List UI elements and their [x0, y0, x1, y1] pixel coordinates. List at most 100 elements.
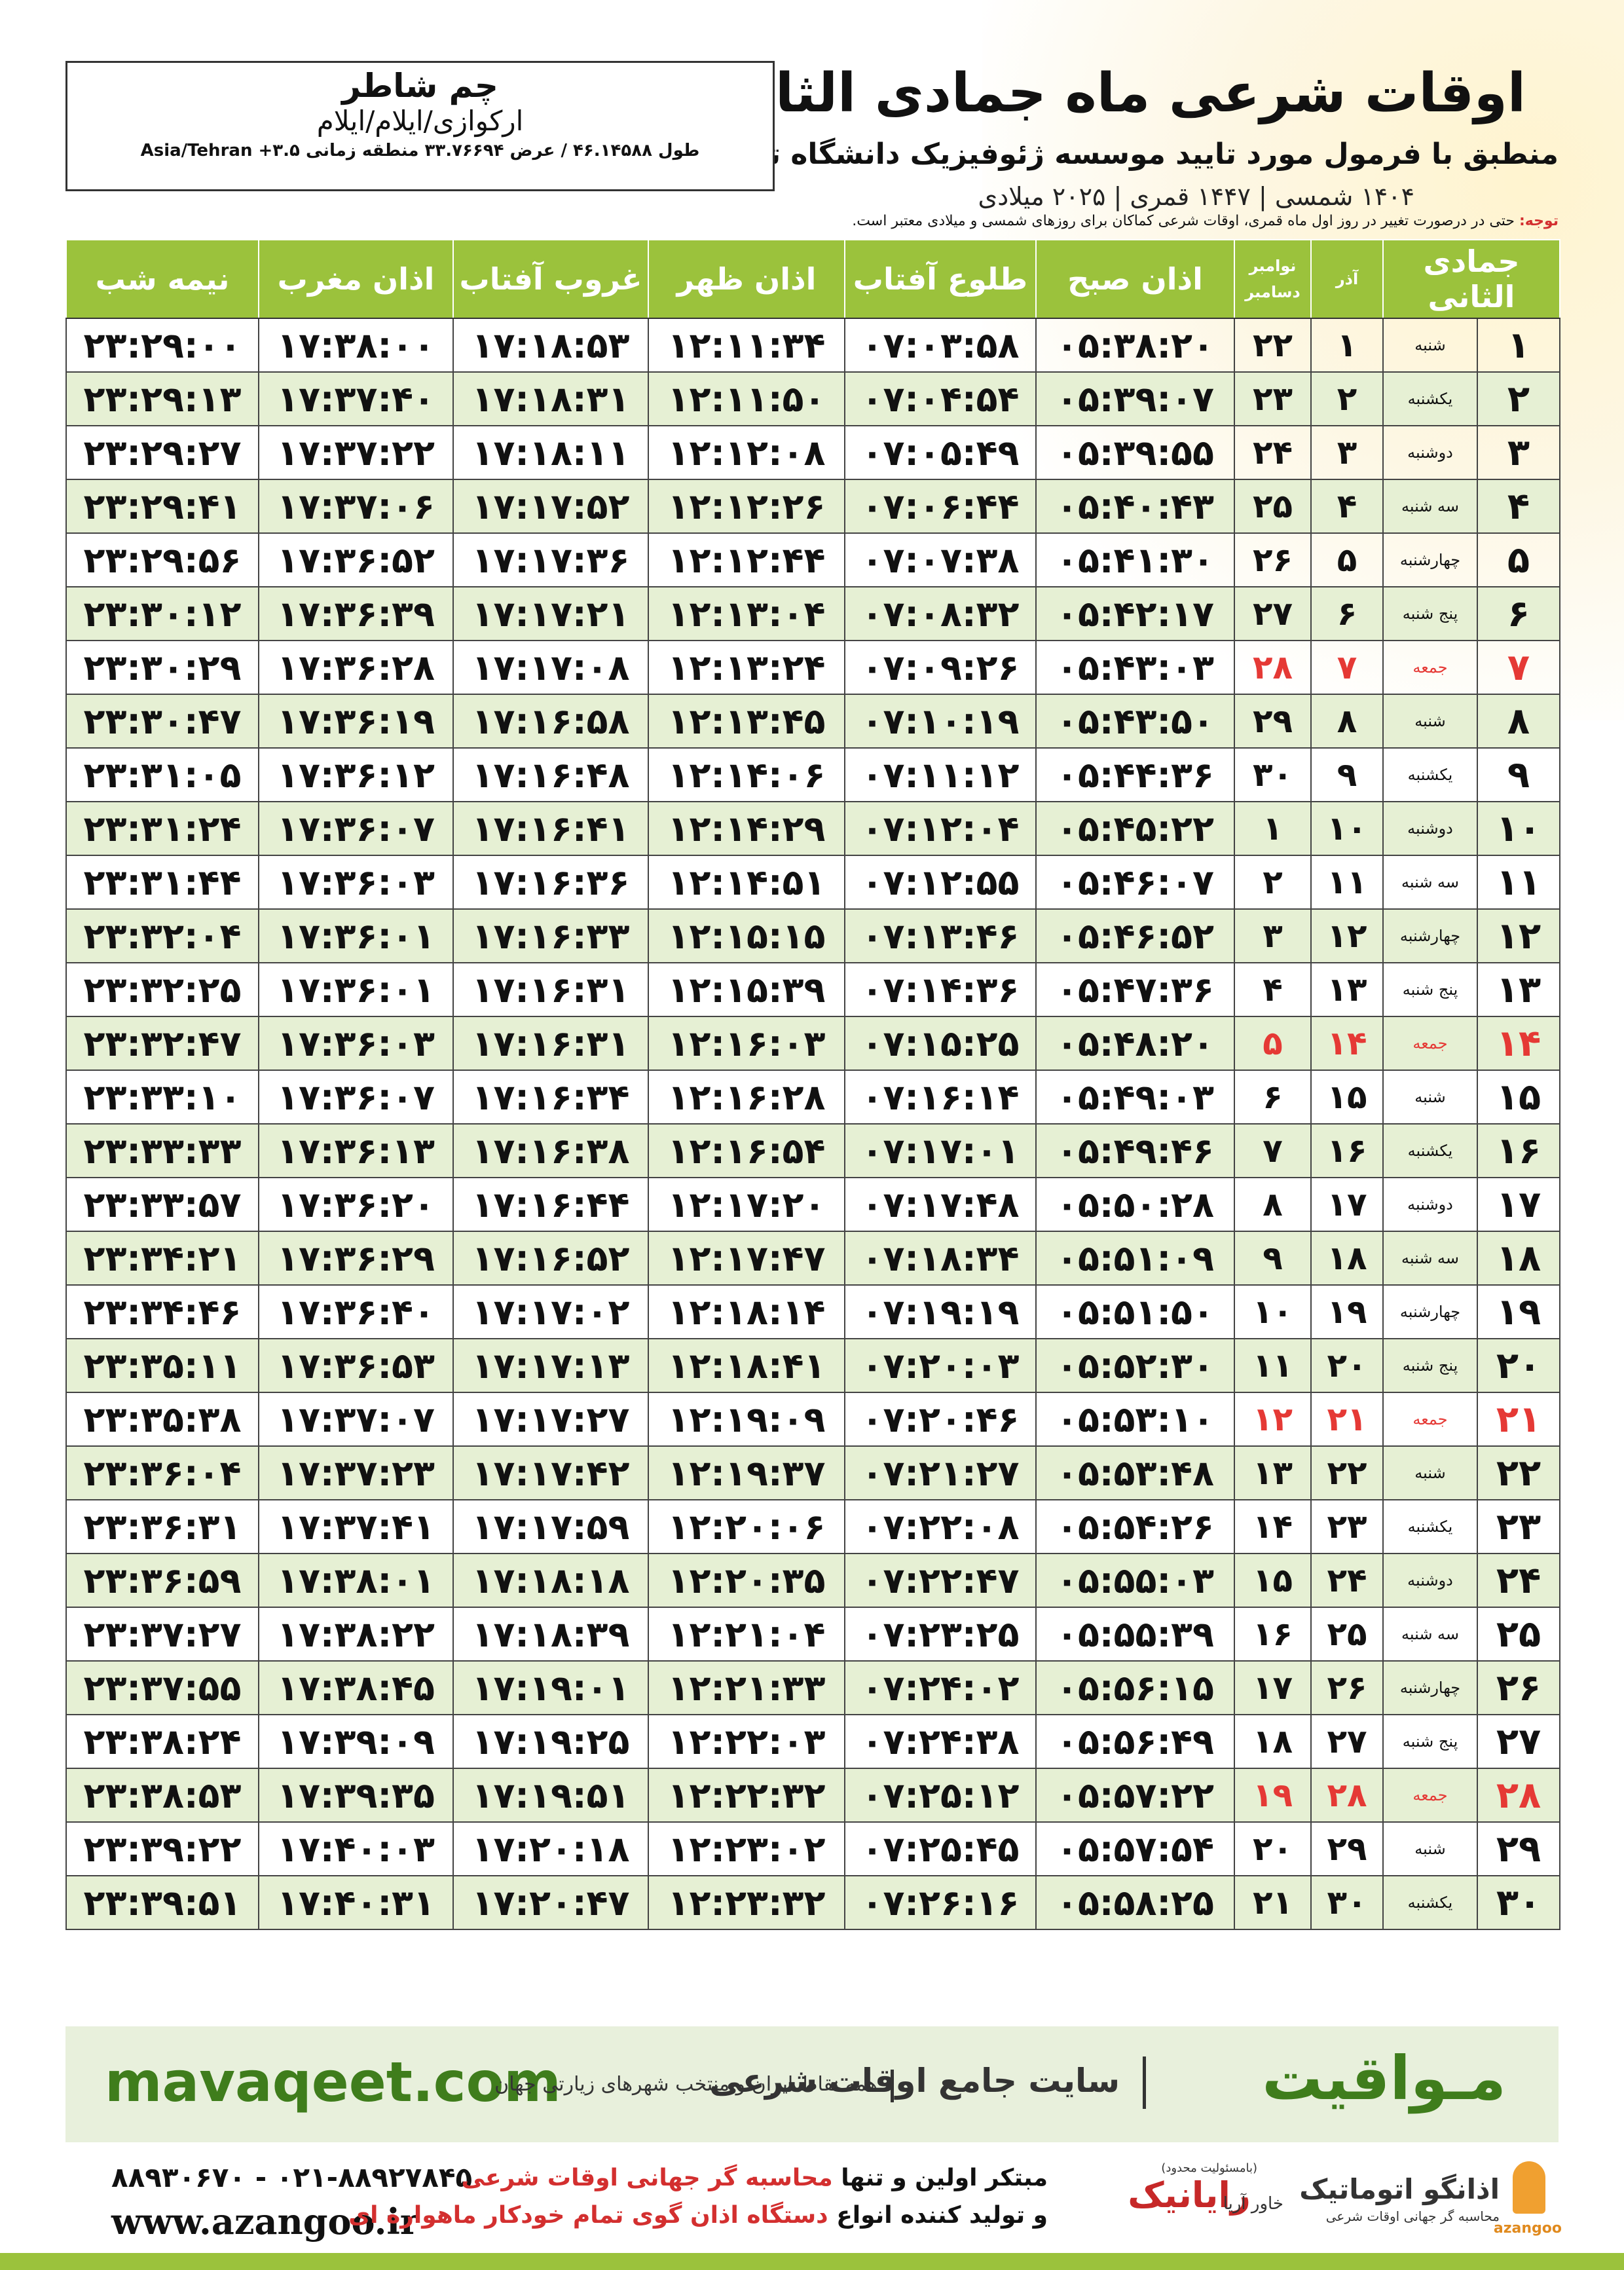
footer-brand: مـواقیت: [1262, 2043, 1506, 2113]
table-cell: ۲۵: [1234, 479, 1312, 534]
table-cell: ۱۷:۳۸:۴۵: [258, 1660, 454, 1715]
table-cell: ۲۳: [1310, 1499, 1384, 1554]
table-cell: ۱۷:۱۶:۳۴: [452, 1070, 649, 1125]
table-cell: ۷: [1310, 640, 1384, 695]
table-cell: ۲۳:۳۱:۴۴: [65, 855, 259, 910]
table-row: ۲۶ چهارشنبه ۲۶ ۱۷ ۰۵:۵۶:۱۵ ۰۷:۲۴:۰۲ ۱۲:۲۱:۳۳ ۱۷…: [65, 1660, 1561, 1715]
table-cell: ۱۷:۱۸:۳۱: [452, 371, 649, 426]
table-cell: ۱۷: [1477, 1177, 1561, 1232]
logo-azangoo: اذانگو اتوماتیک: [1299, 2173, 1500, 2205]
table-cell: ۱۷:۳۶:۵۲: [258, 532, 454, 587]
table-cell: ۱۴: [1477, 1016, 1561, 1071]
table-cell: ۱۲:۱۹:۰۹: [648, 1392, 845, 1447]
table-row: ۱۷ دوشنبه ۱۷ ۸ ۰۵:۵۰:۲۸ ۰۷:۱۷:۴۸ ۱۲:۱۷:۲۰ ۱۷:۱۶…: [65, 1177, 1561, 1232]
table-cell: ۲۳:۳۱:۰۵: [65, 747, 259, 802]
table-cell: ۲۳:۳۴:۲۱: [65, 1231, 259, 1286]
table-cell: ۱۸: [1477, 1231, 1561, 1286]
table-cell: ۹: [1477, 747, 1561, 802]
table-cell: ۲۳:۳۳:۵۷: [65, 1177, 259, 1232]
table-cell: ۰۷:۱۷:۴۸: [844, 1177, 1037, 1232]
table-cell: ۱۷:۳۷:۲۲: [258, 425, 454, 480]
table-cell: ۰۵:۴۶:۵۲: [1035, 908, 1235, 963]
table-cell: ۲۳:۲۹:۵۶: [65, 532, 259, 587]
table-cell: ۱۲:۱۳:۴۵: [648, 694, 845, 749]
table-row: ۱۵ شنبه ۱۵ ۶ ۰۵:۴۹:۰۳ ۰۷:۱۶:۱۴ ۱۲:۱۶:۲۸ ۱۷:۱۶:۳…: [65, 1070, 1561, 1125]
table-cell: ۱۸: [1234, 1714, 1312, 1769]
title: اوقات شرعی ماه جمادی الثانی: [701, 62, 1526, 124]
table-cell: ۳: [1310, 425, 1384, 480]
table-cell: ۲۶: [1310, 1660, 1384, 1715]
table-row: ۱۹ چهارشنبه ۱۹ ۱۰ ۰۵:۵۱:۵۰ ۰۷:۱۹:۱۹ ۱۲:۱۸:۱۴ ۱۷…: [65, 1284, 1561, 1339]
table-cell: ۲۳:۳۰:۲۹: [65, 640, 259, 695]
table-cell: شنبه: [1382, 1070, 1479, 1125]
table-cell: ۰۷:۱۲:۵۵: [844, 855, 1037, 910]
table-cell: ۲۵: [1477, 1607, 1561, 1662]
table-cell: دوشنبه: [1382, 801, 1479, 856]
table-cell: ۱۷:۳۸:۰۱: [258, 1553, 454, 1608]
table-cell: ۱۶: [1310, 1123, 1384, 1178]
table-cell: ۱۷:۳۶:۳۹: [258, 586, 454, 641]
table-cell: ۴: [1310, 479, 1384, 534]
footer-url[interactable]: mavaqeet.com: [105, 2050, 561, 2114]
table-cell: ۰۵:۴۴:۳۶: [1035, 747, 1235, 802]
table-cell: ۰۷:۲۱:۲۷: [844, 1445, 1037, 1500]
promo-text: و تولید کننده انواع: [828, 2202, 1048, 2229]
table-cell: ۰۷:۰۶:۴۴: [844, 479, 1037, 534]
table-cell: ۰۵:۴۶:۰۷: [1035, 855, 1235, 910]
table-row: ۱۱ سه شنبه ۱۱ ۲ ۰۵:۴۶:۰۷ ۰۷:۱۲:۵۵ ۱۲:۱۴:۵۱ ۱۷:۱…: [65, 855, 1561, 910]
table-cell: ۱۷:۱۸:۳۹: [452, 1607, 649, 1662]
table-cell: ۰۵:۵۸:۲۵: [1035, 1875, 1235, 1930]
table-cell: ۰۷:۲۴:۳۸: [844, 1714, 1037, 1769]
table-cell: ۱۷:۳۶:۰۷: [258, 1070, 454, 1125]
column-header: طلوع آفتاب: [844, 239, 1037, 319]
table-row: ۲۹ شنبه ۲۹ ۲۰ ۰۵:۵۷:۵۴ ۰۷:۲۵:۴۵ ۱۲:۲۳:۰۲ ۱۷:۲۰:…: [65, 1821, 1561, 1876]
table-cell: ۰۷:۰۴:۵۴: [844, 371, 1037, 426]
logo-azangoo-en: azangoo: [1493, 2220, 1562, 2237]
column-header: اذان صبح: [1035, 239, 1235, 319]
table-cell: ۶: [1477, 586, 1561, 641]
table-cell: ۰۷:۲۰:۴۶: [844, 1392, 1037, 1447]
table-row: ۹ یکشنبه ۹ ۳۰ ۰۵:۴۴:۳۶ ۰۷:۱۱:۱۲ ۱۲:۱۴:۰۶ ۱۷:۱۶:…: [65, 747, 1561, 802]
table-row: ۲۵ سه شنبه ۲۵ ۱۶ ۰۵:۵۵:۳۹ ۰۷:۲۳:۲۵ ۱۲:۲۱:۰۴ ۱۷:…: [65, 1607, 1561, 1662]
table-cell: ۱۷:۱۷:۰۲: [452, 1284, 649, 1339]
column-header-line: دسامبر: [1245, 283, 1301, 301]
table-cell: سه شنبه: [1382, 1607, 1479, 1662]
location-coordinates: طول ۴۶.۱۴۵۸۸ / عرض ۳۳.۷۶۶۹۴ منطقه زمانی …: [140, 141, 700, 160]
table-cell: ۱۷:۱۷:۰۸: [452, 640, 649, 695]
table-cell: ۲۳:۳۸:۲۴: [65, 1714, 259, 1769]
website[interactable]: www.azangoo.ir: [111, 2201, 419, 2242]
table-cell: ۲۲: [1234, 318, 1312, 373]
table-row: ۱۶ یکشنبه ۱۶ ۷ ۰۵:۴۹:۴۶ ۰۷:۱۷:۰۱ ۱۲:۱۶:۵۴ ۱۷:۱۶…: [65, 1123, 1561, 1178]
table-cell: ۰۷:۲۵:۴۵: [844, 1821, 1037, 1876]
table-cell: ۰۷:۱۱:۱۲: [844, 747, 1037, 802]
table-cell: ۰۵:۴۳:۵۰: [1035, 694, 1235, 749]
table-cell: ۱۱: [1310, 855, 1384, 910]
column-header: نوامبر دسامبر: [1234, 239, 1312, 319]
separator: [1143, 2056, 1146, 2109]
table-cell: ۱۲:۱۱:۵۰: [648, 371, 845, 426]
table-cell: دوشنبه: [1382, 425, 1479, 480]
table-cell: ۳۰: [1310, 1875, 1384, 1930]
table-cell: یکشنبه: [1382, 371, 1479, 426]
table-row: ۱۴ جمعه ۱۴ ۵ ۰۵:۴۸:۲۰ ۰۷:۱۵:۲۵ ۱۲:۱۶:۰۳ ۱۷:۱۶:۳…: [65, 1016, 1561, 1071]
table-cell: ۲۳:۳۰:۱۲: [65, 586, 259, 641]
table-cell: ۱۷:۳۶:۲۰: [258, 1177, 454, 1232]
table-cell: ۰۷:۲۴:۰۲: [844, 1660, 1037, 1715]
table-cell: ۰۵:۴۹:۰۳: [1035, 1070, 1235, 1125]
footer-tagline-sub: همه نقاط ایران و منتخب شهرهای زیارتی جها…: [494, 2073, 877, 2096]
table-cell: ۰۵:۵۷:۵۴: [1035, 1821, 1235, 1876]
table-cell: ۱۵: [1234, 1553, 1312, 1608]
table-cell: چهارشنبه: [1382, 1284, 1479, 1339]
table-cell: ۰۵:۴۷:۳۶: [1035, 962, 1235, 1017]
table-cell: ۱۷:۳۷:۰۷: [258, 1392, 454, 1447]
table-cell: ۰۵:۵۶:۱۵: [1035, 1660, 1235, 1715]
table-cell: ۲۳:۳۵:۳۸: [65, 1392, 259, 1447]
table-row: ۲۰ پنج شنبه ۲۰ ۱۱ ۰۵:۵۲:۳۰ ۰۷:۲۰:۰۳ ۱۲:۱۸:۴۱ ۱۷…: [65, 1338, 1561, 1393]
table-cell: ۱۲:۲۱:۰۴: [648, 1607, 845, 1662]
table-cell: پنج شنبه: [1382, 586, 1479, 641]
table-cell: ۲۳:۳۹:۵۱: [65, 1875, 259, 1930]
table-cell: ۱۷:۱۷:۲۷: [452, 1392, 649, 1447]
table-cell: ۰۵:۴۲:۱۷: [1035, 586, 1235, 641]
table-cell: ۱۷:۱۹:۰۱: [452, 1660, 649, 1715]
